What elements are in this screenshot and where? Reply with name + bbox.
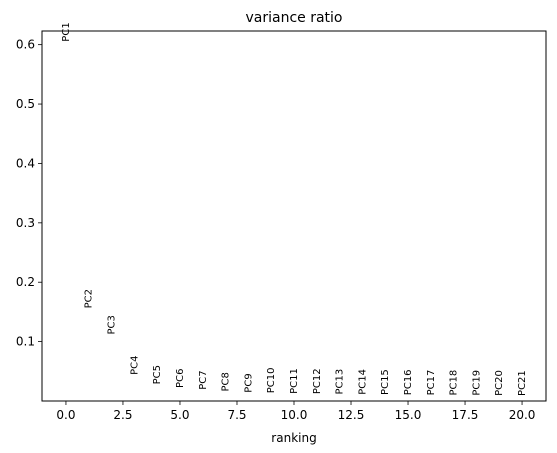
plot-frame [41,30,547,402]
x-axis-ticks: 0.0 2.5 5.0 7.5 10.0 12.5 15.0 17.5 20.0 [56,401,535,422]
pc-point-label: PC9 [243,373,254,392]
pc-point-label: PC4 [129,355,140,374]
y-tick-label: 0.1 [16,335,35,349]
pc-point-label: PC6 [175,369,186,388]
pc-point-label: PC3 [107,315,118,334]
y-axis-ticks: 0.1 0.2 0.3 0.4 0.5 0.6 [16,38,42,349]
y-tick-label: 0.6 [16,38,35,52]
pc-point-label: PC14 [357,369,368,395]
x-tick-label: 7.5 [227,408,246,422]
point-labels: PC1 PC2 PC3 PC4 PC5 PC6 PC7 PC8 PC9 PC10 PC11 PC12 P… [61,22,528,396]
pc-point-label: PC16 [403,369,414,395]
pc-point-label: PC11 [289,368,300,394]
pc-point-label: PC20 [494,370,505,396]
chart-title: variance ratio [245,10,342,26]
x-tick-label: 12.5 [338,408,365,422]
y-tick-label: 0.4 [16,156,35,170]
y-tick-label: 0.3 [16,216,35,230]
x-tick-label: 10.0 [281,408,308,422]
x-axis-label: ranking [271,431,316,445]
pc-point-label: PC7 [198,370,209,389]
pc-point-label: PC18 [449,370,460,396]
x-tick-label: 20.0 [509,408,536,422]
x-tick-label: 5.0 [170,408,189,422]
pc-point-label: PC1 [61,22,72,41]
x-tick-label: 2.5 [113,408,132,422]
pc-point-label: PC13 [335,369,346,395]
pc-point-label: PC8 [221,372,232,391]
x-tick-label: 0.0 [56,408,75,422]
pc-point-label: PC21 [517,370,528,396]
pc-point-label: PC10 [266,368,277,394]
x-tick-label: 17.5 [452,408,479,422]
x-tick-label: 15.0 [395,408,422,422]
y-tick-label: 0.2 [16,275,35,289]
pc-point-label: PC12 [312,368,323,394]
pc-point-label: PC15 [380,369,391,395]
y-tick-label: 0.5 [16,97,35,111]
pc-point-label: PC2 [84,289,95,308]
pc-point-label: PC19 [471,370,482,396]
pc-point-label: PC5 [152,365,163,384]
pc-point-label: PC17 [426,370,437,396]
